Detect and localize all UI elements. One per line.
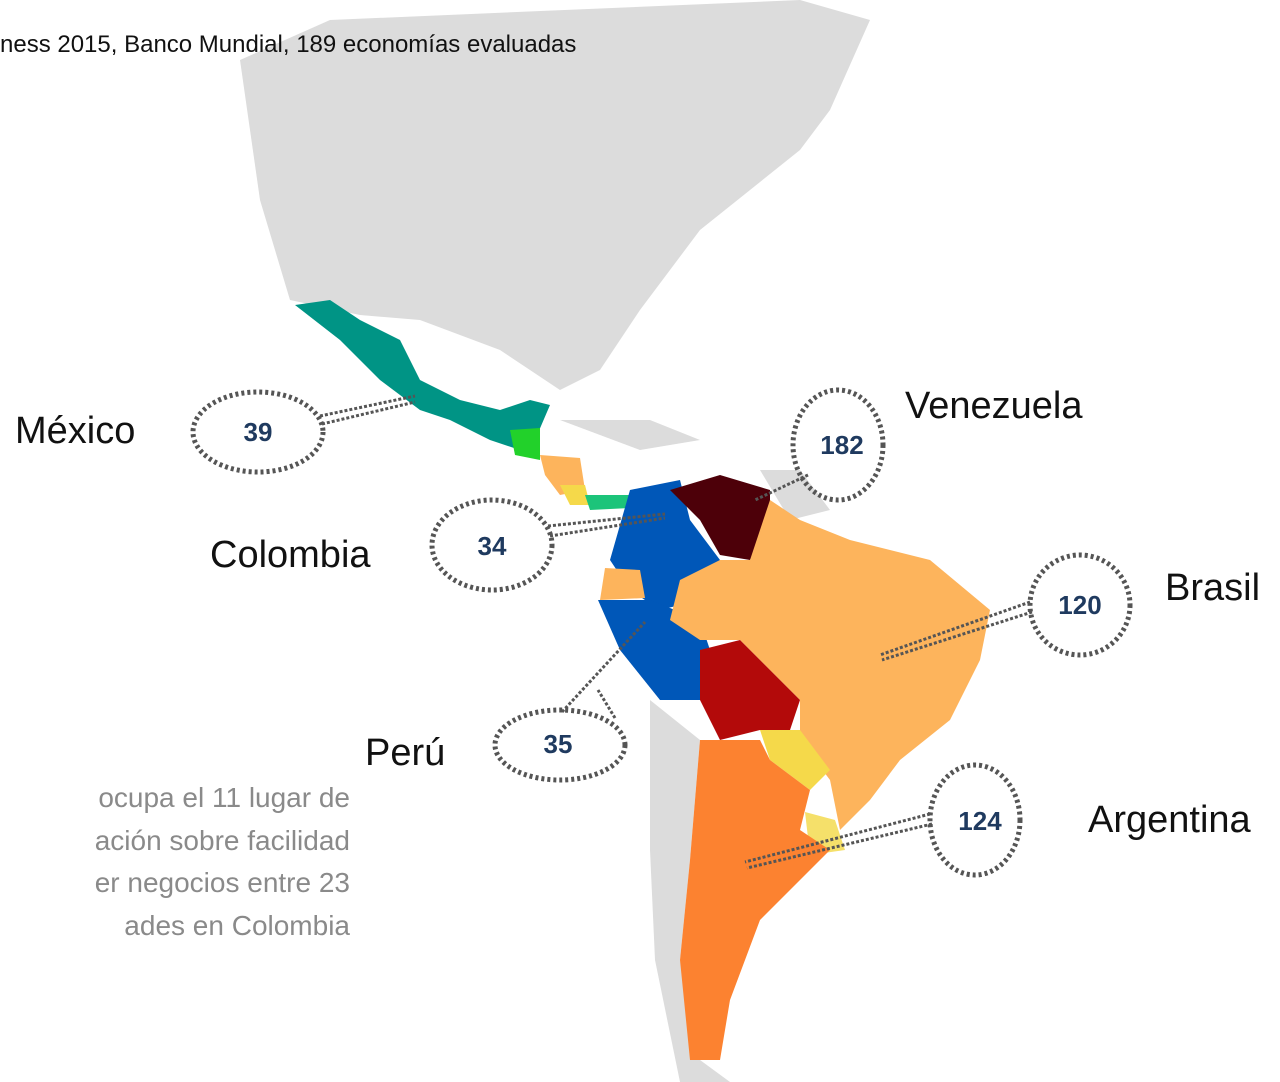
country-name: Colombia	[210, 534, 371, 576]
note-line: ades en Colombia	[124, 910, 350, 941]
argentina-shape	[680, 740, 830, 1060]
note: ocupa el 11 lugar de ación sobre facilid…	[95, 782, 351, 941]
country-name: Argentina	[1088, 799, 1252, 841]
bolivia-shape	[700, 640, 800, 740]
rank: 34	[478, 531, 507, 561]
country-name: Brasil	[1165, 567, 1260, 609]
mexico-shape	[295, 300, 550, 450]
country-name: México	[15, 410, 135, 452]
labels: México 39 Venezuela 182 Colombia 34 Bras…	[15, 385, 1260, 841]
country-name: Perú	[365, 732, 445, 774]
leader-line	[881, 610, 1033, 662]
note-line: er negocios entre 23	[95, 867, 350, 898]
callouts	[190, 387, 1133, 878]
callout-ring	[927, 762, 1023, 878]
leader-line	[549, 516, 666, 538]
leader-line	[321, 400, 416, 426]
leader-line	[744, 812, 931, 864]
callout-ring	[1027, 552, 1133, 658]
note-line: ación sobre facilidad	[95, 825, 350, 856]
country-name: Venezuela	[905, 385, 1083, 427]
leader-line	[319, 394, 416, 418]
landmass	[240, 0, 870, 1082]
brasil-shape	[670, 500, 990, 830]
callout-ring	[190, 389, 326, 475]
callout-ring	[790, 387, 886, 503]
callout-ring	[429, 497, 555, 593]
panama-shape	[585, 495, 630, 510]
rank: 124	[958, 806, 1002, 836]
rank: 35	[544, 729, 573, 759]
rank: 182	[820, 430, 863, 460]
venezuela-shape	[670, 475, 770, 560]
nicaragua-shape	[560, 485, 590, 505]
source: ness 2015, Banco Mundial, 189 economías …	[0, 31, 576, 58]
leader-line	[560, 620, 647, 714]
leader-line	[879, 600, 1031, 657]
leader-line	[746, 822, 933, 870]
rank: 120	[1058, 590, 1101, 620]
guatemala-shape	[510, 428, 540, 460]
countries	[295, 300, 990, 1060]
paraguay-shape	[760, 730, 830, 790]
note-line: ocupa el 11 lugar de	[98, 782, 350, 813]
rank: 39	[244, 417, 273, 447]
leader-line	[596, 689, 617, 719]
ecuador-shape	[600, 568, 645, 600]
callout-ring	[492, 707, 628, 783]
